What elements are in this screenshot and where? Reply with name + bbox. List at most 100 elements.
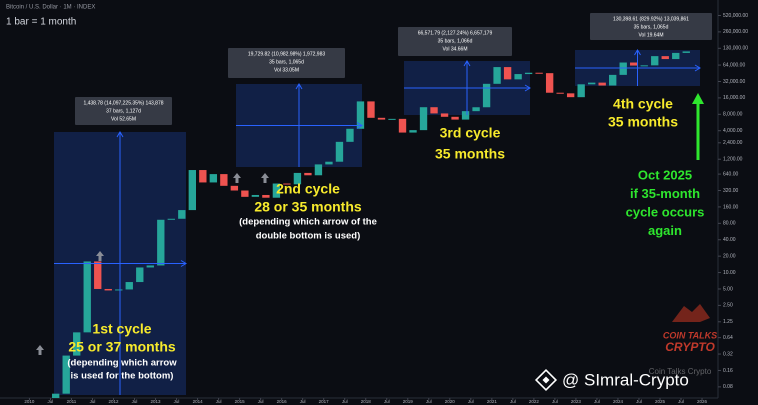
bottom-marker-arrow bbox=[36, 345, 44, 355]
candle-body bbox=[409, 130, 417, 133]
measure-box bbox=[228, 48, 345, 78]
measure-text: 1,438.78 (14,097,225.35%) 143,878 bbox=[83, 100, 163, 106]
candle-body bbox=[62, 355, 70, 394]
measure-box bbox=[398, 27, 512, 56]
x-tick-label: Jul bbox=[90, 399, 96, 404]
candle-body bbox=[524, 72, 533, 75]
candle-body bbox=[577, 84, 585, 98]
y-tick-label: 1.25 bbox=[723, 319, 733, 325]
candle-body bbox=[146, 265, 154, 268]
x-tick-label: Jul bbox=[174, 399, 180, 404]
x-tick-label: Jul bbox=[552, 399, 558, 404]
candle-body bbox=[188, 170, 196, 211]
x-tick-label: 2022 bbox=[529, 399, 540, 404]
x-tick-label: 2011 bbox=[67, 399, 77, 404]
x-tick-label: Jul bbox=[258, 399, 264, 404]
candle-body bbox=[388, 118, 396, 120]
candle-body bbox=[493, 67, 501, 84]
y-tick-label: 320.00 bbox=[723, 188, 739, 194]
candle-body bbox=[461, 111, 470, 120]
candle-body bbox=[472, 107, 480, 112]
cycle-label: 4th cycle bbox=[613, 96, 673, 112]
cycle-label: 35 months bbox=[608, 114, 678, 130]
annotation-layer: 1,438.78 (14,097,225.35%) 143,878 37 bars… bbox=[36, 13, 717, 395]
measure-text: Vol 19.64M bbox=[638, 32, 663, 38]
candle-body bbox=[157, 219, 165, 266]
candle-body bbox=[94, 261, 102, 289]
cycle-note: (depending which arrow of the bbox=[239, 217, 377, 228]
x-tick-label: Jul bbox=[132, 399, 138, 404]
candle-body bbox=[419, 107, 428, 131]
candle-body bbox=[104, 288, 112, 291]
candle-body bbox=[178, 210, 186, 219]
candle-body bbox=[251, 194, 260, 197]
x-tick-label: Jul bbox=[594, 399, 600, 404]
measure-text: 35 bars, 1,065d bbox=[634, 24, 669, 30]
candle-body bbox=[304, 172, 312, 176]
cycle-note: double bottom is used) bbox=[256, 231, 361, 242]
candle-body bbox=[651, 56, 659, 66]
candle-body bbox=[356, 101, 365, 129]
projection-text: if 35-month bbox=[630, 186, 700, 201]
y-tick-label: 640.00 bbox=[723, 171, 739, 177]
y-tick-label: 160.00 bbox=[723, 204, 739, 210]
x-tick-label: Jul bbox=[216, 399, 222, 404]
candle-body bbox=[262, 194, 270, 198]
x-tick-label: 2012 bbox=[108, 399, 119, 404]
y-tick-label: 130,000.00 bbox=[723, 46, 748, 52]
projection-text: cycle occurs bbox=[626, 204, 705, 219]
candle-body bbox=[220, 174, 228, 186]
y-tick-label: 2,400.00 bbox=[723, 140, 743, 146]
bottom-marker-arrow bbox=[233, 173, 241, 183]
x-tick-label: Jul bbox=[48, 399, 54, 404]
symbol-title: Bitcoin / U.S. Dollar · 1M · INDEX bbox=[6, 5, 95, 11]
y-tick-label: 20.00 bbox=[723, 253, 736, 259]
candle-body bbox=[367, 101, 375, 118]
x-tick-label: Jul bbox=[678, 399, 684, 404]
candle-body bbox=[230, 185, 239, 191]
arrow-head bbox=[463, 60, 471, 67]
measure-text: 35 bars, 1,066d bbox=[438, 38, 473, 44]
candle-body bbox=[545, 73, 554, 93]
x-tick-label: 2024 bbox=[613, 399, 624, 404]
candle-body bbox=[136, 267, 144, 283]
x-tick-label: 2021 bbox=[487, 399, 498, 404]
y-tick-label: 16,000.00 bbox=[723, 95, 745, 101]
arrow-head bbox=[356, 122, 363, 129]
arrow-head bbox=[180, 260, 187, 267]
candle-body bbox=[325, 161, 333, 165]
candle-body bbox=[283, 183, 291, 185]
candle-body bbox=[115, 289, 123, 291]
y-tick-label: 0.32 bbox=[723, 351, 733, 357]
candle-body bbox=[619, 62, 627, 75]
measure-text: 37 bars, 1,127d bbox=[106, 108, 141, 114]
projection-text: again bbox=[648, 223, 682, 238]
candle-body bbox=[661, 56, 669, 60]
arrow-head bbox=[694, 64, 701, 72]
x-tick-label: 2019 bbox=[403, 399, 414, 404]
candle-body bbox=[587, 82, 596, 85]
cycle-label: 3rd cycle bbox=[440, 125, 501, 141]
candle-body bbox=[293, 172, 302, 185]
x-tick-label: 2016 bbox=[277, 399, 288, 404]
bottom-marker-arrow bbox=[261, 173, 269, 183]
candle-body bbox=[73, 332, 81, 356]
x-tick-label: Jul bbox=[342, 399, 348, 404]
y-tick-label: 0.08 bbox=[723, 384, 733, 390]
arrow-head bbox=[295, 83, 303, 90]
candle-body bbox=[52, 393, 60, 398]
arrow-head bbox=[634, 49, 641, 56]
x-tick-label: Jul bbox=[384, 399, 390, 404]
x-tick-label: Jul bbox=[426, 399, 432, 404]
candle-body bbox=[314, 164, 323, 176]
projection-arrow-head bbox=[692, 93, 704, 104]
candle-body bbox=[272, 183, 281, 198]
projection-text: Oct 2025 bbox=[638, 167, 692, 182]
measure-box bbox=[590, 13, 712, 40]
candle-body bbox=[125, 282, 133, 290]
x-tick-label: 2026 bbox=[697, 399, 708, 404]
x-tick-label: 2020 bbox=[445, 399, 456, 404]
x-tick-label: 2010 bbox=[24, 399, 35, 404]
cycle-label: 1st cycle bbox=[92, 321, 151, 337]
